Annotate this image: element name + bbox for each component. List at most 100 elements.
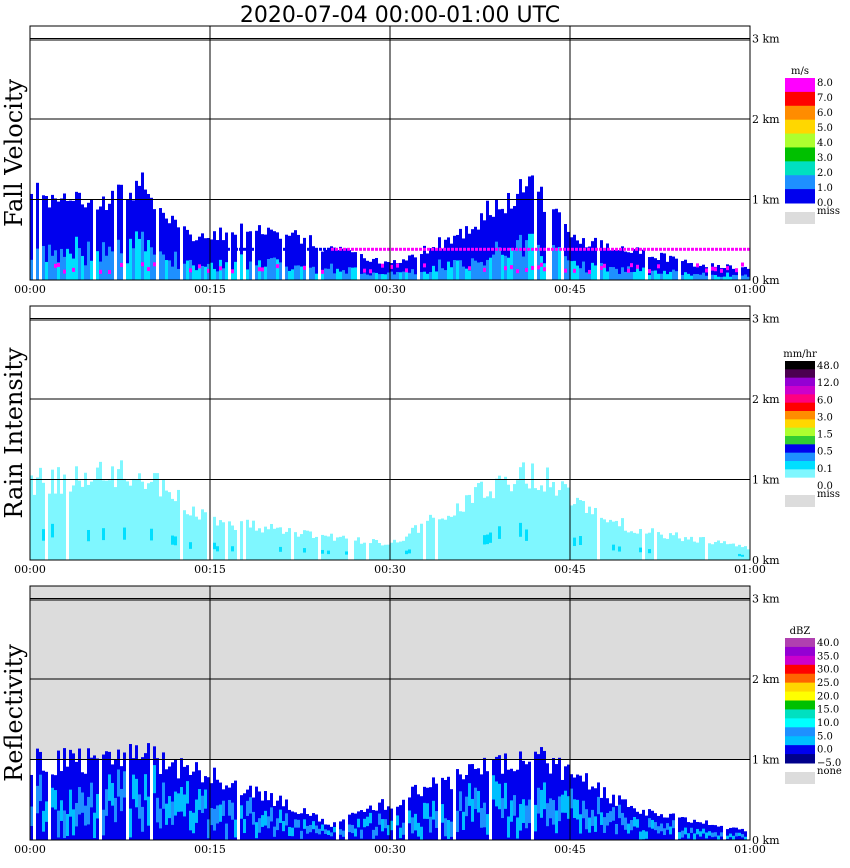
data-cell [459, 791, 462, 812]
data-cell [540, 485, 543, 560]
data-cell [588, 817, 591, 833]
data-cell [294, 265, 297, 280]
data-cell [669, 255, 672, 280]
data-cell [294, 230, 297, 280]
data-cell [415, 247, 418, 251]
data-cell [414, 257, 417, 280]
data-cell [537, 265, 540, 270]
data-cell [348, 267, 351, 280]
data-cell [681, 274, 684, 280]
data-cell [183, 794, 186, 817]
data-cell [732, 268, 735, 280]
data-cell [384, 819, 387, 829]
data-cell [583, 247, 586, 251]
data-cell [462, 811, 465, 830]
data-cell [96, 794, 99, 819]
data-cell [642, 830, 645, 840]
data-cell [503, 247, 506, 251]
data-cell [498, 209, 501, 280]
colorbar-swatch [785, 736, 815, 746]
data-cell [729, 543, 732, 560]
data-cell [467, 247, 470, 251]
data-cell [372, 829, 375, 839]
data-cell [591, 241, 594, 280]
data-cell [747, 268, 750, 280]
data-cell [727, 247, 730, 251]
data-cell [264, 810, 267, 826]
data-cell [222, 800, 225, 816]
colorbar-level: 0.1 [817, 464, 833, 475]
data-cell [387, 544, 390, 560]
data-cell [174, 219, 177, 280]
data-cell [285, 813, 288, 826]
data-cell [699, 822, 702, 840]
data-cell [159, 208, 162, 280]
data-cell [426, 273, 429, 280]
data-cell [360, 543, 363, 560]
data-cell [102, 528, 105, 541]
data-cell [72, 485, 75, 560]
data-cell [189, 268, 192, 273]
data-cell [528, 488, 531, 560]
data-cell [420, 254, 423, 280]
data-cell [396, 263, 399, 268]
data-cell [648, 818, 651, 828]
data-cell [543, 267, 546, 272]
data-cell [693, 541, 696, 560]
data-cell [60, 493, 63, 560]
data-cell [570, 261, 573, 280]
x-tick-label: 00:00 [14, 283, 46, 296]
data-cell [585, 512, 588, 560]
data-cell [174, 251, 177, 280]
data-cell [255, 265, 258, 280]
data-cell [57, 750, 60, 840]
data-cell [534, 751, 537, 840]
data-cell [690, 536, 693, 560]
data-cell [411, 247, 414, 251]
data-cell [743, 247, 746, 251]
data-cell [165, 490, 168, 560]
data-cell [261, 268, 264, 280]
data-cell [522, 799, 525, 823]
data-cell [234, 780, 237, 840]
data-cell [213, 268, 216, 280]
data-cell [477, 229, 480, 280]
data-cell [279, 262, 282, 280]
data-cell [336, 250, 339, 280]
data-cell [501, 479, 504, 560]
data-cell [87, 529, 90, 542]
data-cell [627, 532, 630, 560]
data-cell [66, 248, 69, 280]
data-cell [717, 835, 720, 840]
data-cell [228, 521, 231, 560]
y-axis-label: Fall Velocity [0, 79, 28, 228]
data-cell [99, 206, 102, 280]
data-cell [714, 832, 717, 837]
data-cell [207, 268, 210, 273]
data-cell [432, 517, 435, 560]
data-cell [527, 247, 530, 251]
data-cell [511, 247, 514, 251]
data-cell [747, 276, 750, 280]
data-cell [258, 267, 261, 272]
data-cell [285, 531, 288, 560]
data-cell [270, 229, 273, 280]
data-cell [363, 273, 366, 280]
data-cell [144, 251, 147, 280]
data-cell [443, 247, 446, 251]
data-cell [414, 784, 417, 840]
data-cell [720, 543, 723, 560]
data-cell [468, 266, 471, 271]
data-cell [249, 231, 252, 280]
data-cell [696, 274, 699, 280]
data-cell [720, 276, 723, 280]
data-cell [351, 267, 354, 280]
data-cell [123, 771, 126, 798]
data-cell [648, 269, 651, 274]
data-cell [327, 830, 330, 836]
colorbar-level: 40.0 [817, 638, 839, 649]
data-cell [180, 787, 183, 812]
data-cell [534, 804, 537, 832]
data-cell [264, 234, 267, 280]
